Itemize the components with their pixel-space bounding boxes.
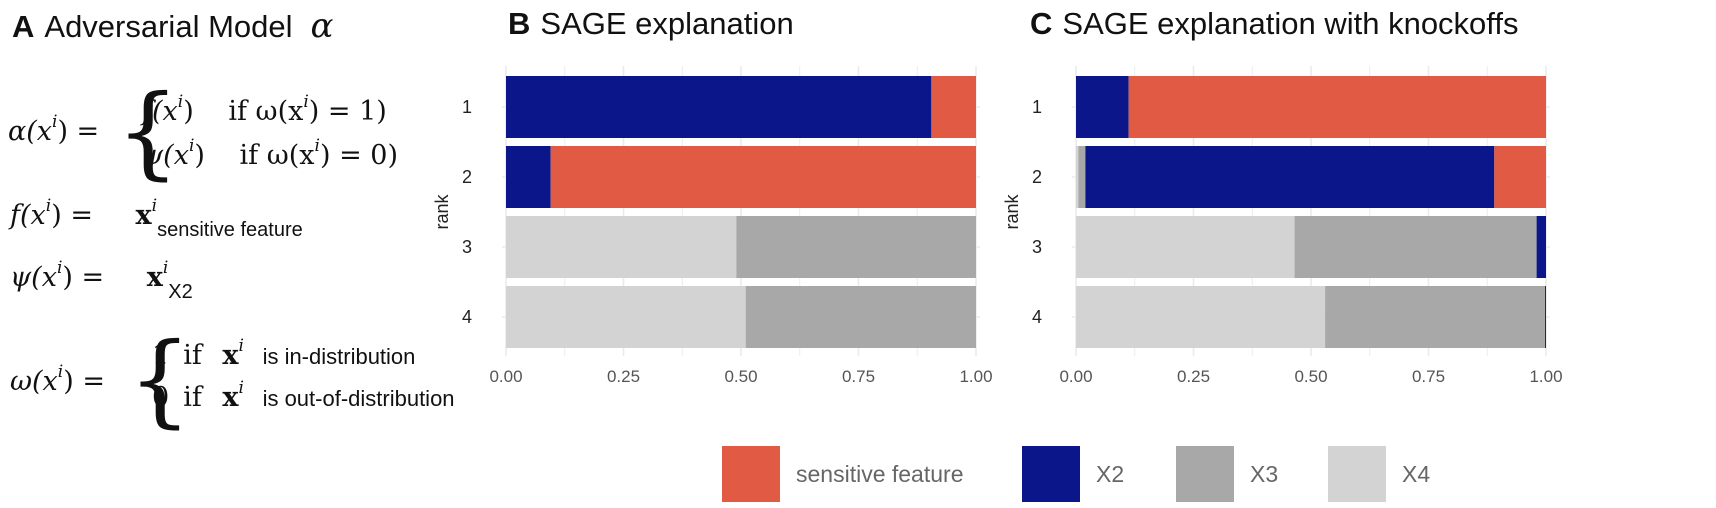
knockoffs-rank-tick: 1 [1032, 97, 1042, 117]
panel-a-title-text: Adversarial Model [44, 9, 293, 44]
sage-bar-rank3-x3 [736, 216, 976, 278]
alpha-case-1: f(xi) if ω(xi) = 1) [142, 92, 387, 128]
knockoffs-x-tick: 0.75 [1412, 367, 1445, 386]
knockoffs-bar-rank1-sensitive-feature [1128, 76, 1546, 138]
knockoffs-bar-rank1-x2 [1076, 76, 1129, 138]
legend-swatch-x4 [1328, 446, 1386, 502]
legend-item-x4: X4 [1328, 446, 1430, 502]
knockoffs-bar-rank2-x3 [1078, 146, 1086, 208]
knockoffs-bar-rank2-x2 [1085, 146, 1495, 208]
omega-case-1: 1 if xi is in-distribution [152, 336, 416, 372]
sage-rank-tick: 1 [462, 97, 472, 117]
f-definition: f(xi) = xisensitive feature [10, 196, 303, 242]
knockoffs-bar-rank2-sensitive-feature [1494, 146, 1546, 208]
legend-item-x3: X3 [1176, 446, 1278, 502]
knockoffs-x-tick: 0.50 [1294, 367, 1327, 386]
psi-definition: ψ(xi) = xiX2 [10, 258, 193, 304]
sage-x-tick: 0.00 [489, 367, 522, 386]
chart-sage-knockoffs: 1 2 3 4 rank 0.00 0.25 0.50 0.75 1.00 [1002, 66, 1563, 386]
sage-bar-rank1-x2 [506, 76, 932, 138]
panel-c-letter: C [1030, 6, 1053, 41]
sage-bar-rank4-x4 [506, 286, 746, 348]
knockoffs-bar-rank3-x4 [1076, 216, 1295, 278]
sage-bar-rank2-x2 [506, 146, 551, 208]
knockoffs-x-tick: 0.00 [1059, 367, 1092, 386]
knockoffs-rank-tick: 4 [1032, 307, 1042, 327]
panel-a-title: A Adversarial Model α [12, 6, 333, 46]
sage-bar-rank2-sensitive-feature [550, 146, 976, 208]
knockoffs-bar-rank4-x4 [1076, 286, 1326, 348]
sage-bar-rank4-x3 [745, 286, 976, 348]
sage-rank-tick: 2 [462, 167, 472, 187]
panel-b-letter: B [508, 6, 531, 41]
knockoffs-bar-rank3-x2 [1536, 216, 1546, 278]
knockoffs-bar-rank4-x2 [1545, 286, 1546, 348]
sage-y-axis-label: rank [432, 193, 452, 229]
legend-item-sensitive: sensitive feature [722, 446, 963, 502]
alpha-definition-lhs: α(xi) = [8, 112, 100, 148]
knockoffs-y-axis-label: rank [1002, 193, 1022, 229]
panel-c-title-text: SAGE explanation with knockoffs [1062, 6, 1519, 41]
alpha-case-2: ψ(xi) if ω(xi) = 0) [142, 136, 398, 172]
knockoffs-bar-rank2-x4 [1076, 146, 1079, 208]
chart-sage: 1 2 3 4 rank 0.00 0.25 0.50 0.75 1.00 [432, 66, 993, 386]
panel-a-letter: A [12, 9, 35, 44]
legend-label-x3: X3 [1250, 460, 1279, 487]
legend-label-x2: X2 [1096, 460, 1125, 487]
legend-item-x2: X2 [1022, 446, 1124, 502]
knockoffs-rank-tick: 3 [1032, 237, 1042, 257]
knockoffs-bar-rank3-x3 [1294, 216, 1537, 278]
knockoffs-rank-tick: 2 [1032, 167, 1042, 187]
sage-rank-tick: 3 [462, 237, 472, 257]
knockoffs-x-tick: 0.25 [1177, 367, 1210, 386]
panel-b-title: B SAGE explanation [508, 6, 794, 42]
alpha-symbol: α [310, 6, 334, 46]
knockoffs-x-tick: 1.00 [1529, 367, 1562, 386]
sage-bar-rank1-sensitive-feature [931, 76, 976, 138]
omega-definition-lhs: ω(xi) = [10, 362, 105, 398]
legend-label-sensitive: sensitive feature [796, 460, 964, 487]
omega-case-2: 0 if xi is out-of-distribution [152, 378, 455, 414]
sage-x-tick: 0.50 [724, 367, 757, 386]
panel-b-title-text: SAGE explanation [540, 6, 794, 41]
sage-x-tick: 1.00 [959, 367, 992, 386]
sage-x-tick: 0.75 [842, 367, 875, 386]
legend-label-x4: X4 [1402, 460, 1431, 487]
legend-swatch-x2 [1022, 446, 1080, 502]
knockoffs-bar-rank4-x3 [1325, 286, 1546, 348]
panel-c-title: C SAGE explanation with knockoffs [1030, 6, 1518, 42]
alpha-brace: { [116, 73, 180, 190]
omega-brace: { [128, 321, 192, 438]
legend-swatch-x3 [1176, 446, 1234, 502]
legend-swatch-sensitive [722, 446, 780, 502]
sage-bar-rank3-x4 [506, 216, 737, 278]
sage-x-tick: 0.25 [607, 367, 640, 386]
sage-rank-tick: 4 [462, 307, 472, 327]
